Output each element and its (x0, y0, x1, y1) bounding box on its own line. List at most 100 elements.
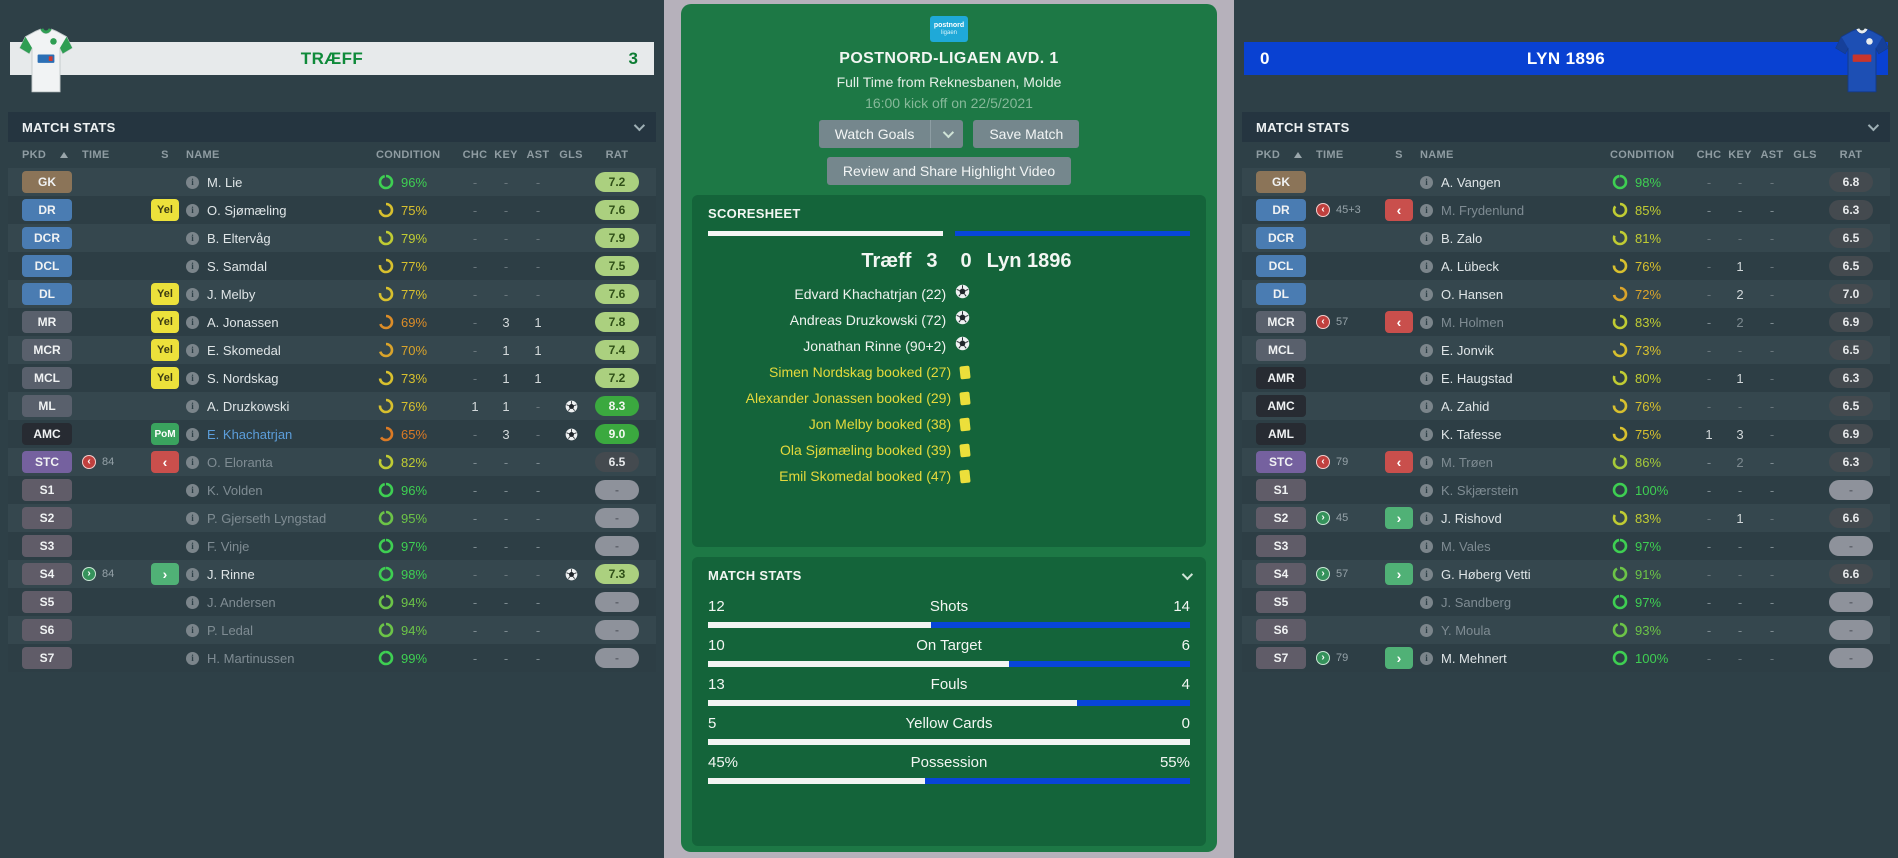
collapse-chevron-icon[interactable] (1867, 119, 1880, 132)
player-row[interactable]: S3 i F. Vinje 97% - - - - (8, 532, 656, 560)
info-icon[interactable]: i (186, 595, 199, 609)
info-icon[interactable]: i (1420, 287, 1433, 301)
player-row[interactable]: DR ‹ 45+3 ‹ i M. Frydenlund 85% - - - 6.… (1242, 196, 1890, 224)
away-team-banner[interactable]: LYN 1896 0 (1244, 42, 1888, 75)
player-row[interactable]: MCL i E. Jonvik 73% - - - 6.5 (1242, 336, 1890, 364)
info-icon[interactable]: i (186, 539, 199, 553)
away-stats-header[interactable]: MATCH STATS (1242, 112, 1890, 142)
player-name[interactable]: Y. Moula (1441, 622, 1491, 638)
info-icon[interactable]: i (186, 511, 199, 525)
player-name[interactable]: P. Ledal (207, 622, 254, 638)
info-icon[interactable]: i (1420, 203, 1433, 217)
info-icon[interactable]: i (186, 483, 199, 497)
player-row[interactable]: STC ‹ 84 ‹ i O. Eloranta 82% - - - 6.5 (8, 448, 656, 476)
info-icon[interactable]: i (186, 231, 199, 245)
save-match-button[interactable]: Save Match (973, 120, 1080, 148)
info-icon[interactable]: i (186, 315, 199, 329)
player-row[interactable]: S4 › 84 › i J. Rinne 98% - - - 7.3 (8, 560, 656, 588)
col-condition[interactable]: CONDITION (376, 149, 441, 161)
col-pkd[interactable]: PKD (22, 149, 82, 161)
player-name[interactable]: H. Martinussen (207, 650, 295, 666)
player-name[interactable]: J. Rinne (207, 566, 255, 582)
player-name[interactable]: M. Frydenlund (1441, 202, 1525, 218)
player-row[interactable]: STC ‹ 79 ‹ i M. Trøen 86% - 2 - 6.3 (1242, 448, 1890, 476)
player-row[interactable]: S5 i J. Sandberg 97% - - - - (1242, 588, 1890, 616)
info-icon[interactable]: i (1420, 455, 1433, 469)
player-name[interactable]: B. Zalo (1441, 230, 1483, 246)
away-team-name[interactable]: LYN 1896 (1526, 48, 1606, 68)
player-name[interactable]: A. Zahid (1441, 398, 1490, 414)
player-row[interactable]: S6 i Y. Moula 93% - - - - (1242, 616, 1890, 644)
player-row[interactable]: GK i A. Vangen 98% - - - 6.8 (1242, 168, 1890, 196)
review-highlight-button[interactable]: Review and Share Highlight Video (826, 157, 1072, 185)
info-icon[interactable]: i (186, 399, 199, 413)
player-row[interactable]: S1 i K. Volden 96% - - - - (8, 476, 656, 504)
collapse-chevron-icon[interactable] (633, 119, 646, 132)
info-icon[interactable]: i (186, 623, 199, 637)
player-row[interactable]: MCR ‹ 57 ‹ i M. Holmen 83% - 2 - 6.9 (1242, 308, 1890, 336)
player-row[interactable]: DR Yel i O. Sjømæling 75% - - - 7.6 (8, 196, 656, 224)
player-row[interactable]: ML i A. Druzkowski 76% 1 1 - 8.3 (8, 392, 656, 420)
col-s[interactable]: S (161, 149, 169, 161)
info-icon[interactable]: i (1420, 175, 1433, 189)
info-icon[interactable]: i (1420, 371, 1433, 385)
player-row[interactable]: S5 i J. Andersen 94% - - - - (8, 588, 656, 616)
home-stats-header[interactable]: MATCH STATS (8, 112, 656, 142)
player-name[interactable]: J. Sandberg (1441, 594, 1512, 610)
player-row[interactable]: S4 › 57 › i G. Høberg Vetti 91% - - - 6.… (1242, 560, 1890, 588)
player-row[interactable]: AMC PoM i E. Khachatrjan 65% - 3 - 9.0 (8, 420, 656, 448)
col-chc[interactable]: CHC (462, 149, 488, 161)
player-name[interactable]: B. Eltervåg (207, 230, 271, 246)
player-name[interactable]: M. Vales (1441, 538, 1491, 554)
home-team-name[interactable]: TRÆFF (300, 48, 364, 68)
player-name[interactable]: K. Volden (207, 482, 263, 498)
player-row[interactable]: MR Yel i A. Jonassen 69% - 3 1 7.8 (8, 308, 656, 336)
info-icon[interactable]: i (186, 203, 199, 217)
player-name[interactable]: E. Haugstad (1441, 370, 1513, 386)
player-name[interactable]: K. Tafesse (1441, 426, 1502, 442)
home-team-banner[interactable]: TRÆFF 3 (10, 42, 654, 75)
info-icon[interactable]: i (186, 175, 199, 189)
player-row[interactable]: S6 i P. Ledal 94% - - - - (8, 616, 656, 644)
player-row[interactable]: DCL i A. Lübeck 76% - 1 - 6.5 (1242, 252, 1890, 280)
col-rat[interactable]: RAT (1839, 149, 1863, 161)
info-icon[interactable]: i (186, 259, 199, 273)
player-name[interactable]: M. Lie (207, 174, 243, 190)
info-icon[interactable]: i (1420, 427, 1433, 441)
player-name[interactable]: E. Jonvik (1441, 342, 1494, 358)
player-row[interactable]: MCR Yel i E. Skomedal 70% - 1 1 7.4 (8, 336, 656, 364)
player-name[interactable]: S. Nordskag (207, 370, 279, 386)
info-icon[interactable]: i (1420, 567, 1433, 581)
player-row[interactable]: DCL i S. Samdal 77% - - - 7.5 (8, 252, 656, 280)
player-name[interactable]: J. Melby (207, 286, 256, 302)
player-name[interactable]: G. Høberg Vetti (1441, 566, 1531, 582)
info-icon[interactable]: i (186, 343, 199, 357)
info-icon[interactable]: i (1420, 651, 1433, 665)
watch-goals-button[interactable]: Watch Goals (818, 120, 964, 148)
player-row[interactable]: S1 i K. Skjærstein 100% - - - - (1242, 476, 1890, 504)
player-name[interactable]: A. Druzkowski (207, 398, 290, 414)
player-name[interactable]: A. Lübeck (1441, 258, 1499, 274)
player-name[interactable]: O. Eloranta (207, 454, 273, 470)
player-row[interactable]: S2 i P. Gjerseth Lyngstad 95% - - - - (8, 504, 656, 532)
player-name[interactable]: K. Skjærstein (1441, 482, 1519, 498)
player-name[interactable]: M. Mehnert (1441, 650, 1507, 666)
col-rat[interactable]: RAT (605, 149, 629, 161)
info-icon[interactable]: i (1420, 231, 1433, 245)
col-pkd[interactable]: PKD (1256, 149, 1316, 161)
player-row[interactable]: DL i O. Hansen 72% - 2 - 7.0 (1242, 280, 1890, 308)
info-icon[interactable]: i (1420, 259, 1433, 273)
player-row[interactable]: AMR i E. Haugstad 80% - 1 - 6.3 (1242, 364, 1890, 392)
col-gls[interactable]: GLS (1793, 149, 1817, 161)
info-icon[interactable]: i (186, 455, 199, 469)
player-row[interactable]: MCL Yel i S. Nordskag 73% - 1 1 7.2 (8, 364, 656, 392)
col-time[interactable]: TIME (1316, 149, 1344, 161)
col-condition[interactable]: CONDITION (1610, 149, 1675, 161)
player-name[interactable]: A. Vangen (1441, 174, 1501, 190)
player-row[interactable]: S7 › 79 › i M. Mehnert 100% - - - - (1242, 644, 1890, 672)
player-name[interactable]: O. Hansen (1441, 286, 1504, 302)
col-ast[interactable]: AST (526, 149, 550, 161)
col-name[interactable]: NAME (186, 149, 220, 161)
player-row[interactable]: DCR i B. Eltervåg 79% - - - 7.9 (8, 224, 656, 252)
info-icon[interactable]: i (1420, 399, 1433, 413)
